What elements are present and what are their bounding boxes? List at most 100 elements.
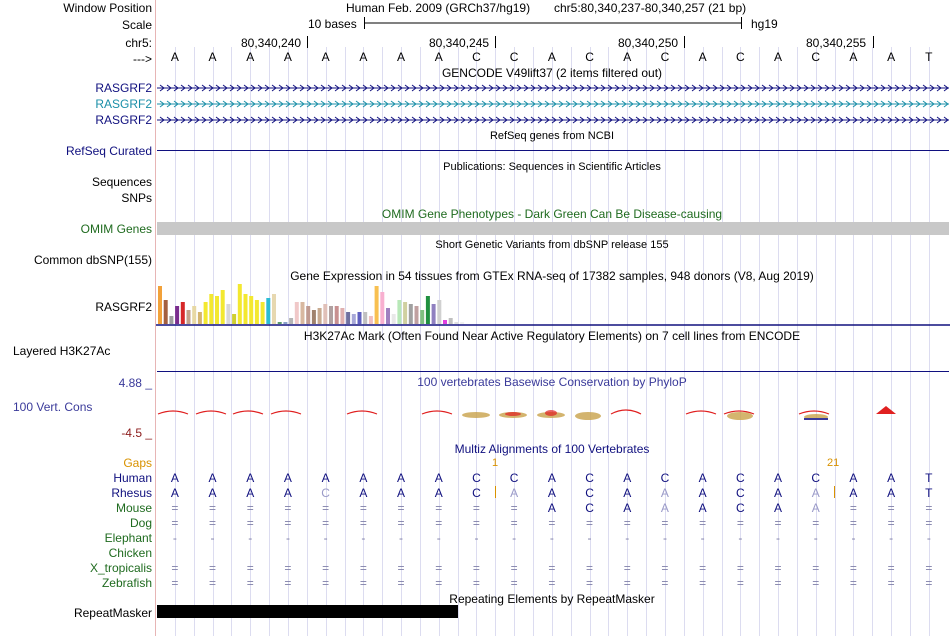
gtex-bar[interactable] xyxy=(323,304,328,324)
strand-arrow xyxy=(215,84,221,92)
gtex-bar[interactable] xyxy=(454,322,459,324)
gtex-bar[interactable] xyxy=(289,318,294,324)
multiz-title[interactable]: Multiz Alignments of 100 Vertebrates xyxy=(454,442,650,456)
gtex-bar[interactable] xyxy=(334,306,339,324)
gtex-bar[interactable] xyxy=(237,284,242,324)
gtex-bar[interactable] xyxy=(443,320,447,324)
gtex-bar[interactable] xyxy=(294,302,299,324)
gtex-bar[interactable] xyxy=(283,322,288,324)
gtex-bar[interactable] xyxy=(163,300,168,324)
refseq-gene-line[interactable] xyxy=(157,150,949,151)
gencode-item-label[interactable]: RASGRF2 xyxy=(95,113,152,127)
repeat-element-bar[interactable] xyxy=(157,605,458,618)
h3k27ac-label[interactable]: Layered H3K27Ac xyxy=(13,344,111,358)
gtex-bar[interactable] xyxy=(209,294,214,324)
cons-title[interactable]: 100 vertebrates Basewise Conservation by… xyxy=(417,375,687,389)
gtex-bar[interactable] xyxy=(226,304,231,324)
species-dog[interactable]: Dog xyxy=(129,516,152,530)
repeatmasker-title[interactable]: Repeating Elements by RepeatMasker xyxy=(449,592,655,606)
gtex-bar[interactable] xyxy=(346,312,351,324)
publications-title[interactable]: Publications: Sequences in Scientific Ar… xyxy=(443,161,661,173)
refseq-title[interactable]: RefSeq genes from NCBI xyxy=(489,130,615,142)
gencode-title[interactable]: GENCODE V49lift37 (2 items filtered out) xyxy=(441,66,663,80)
dbsnp-title[interactable]: Short Genetic Variants from dbSNP releas… xyxy=(435,239,669,251)
publications-label[interactable]: Sequences xyxy=(91,175,152,189)
species-elephant[interactable]: Elephant xyxy=(104,531,152,545)
gtex-bar[interactable] xyxy=(414,306,419,324)
strand-arrow xyxy=(901,100,907,108)
species-chicken[interactable]: Chicken xyxy=(108,546,152,560)
species-mouse[interactable]: Mouse xyxy=(115,501,152,515)
gtex-bar[interactable] xyxy=(311,310,316,324)
gtex-bar[interactable] xyxy=(260,302,265,324)
gtex-bar[interactable] xyxy=(306,306,311,324)
gtex-bar[interactable] xyxy=(317,308,322,324)
strand-arrow xyxy=(467,84,473,92)
strand-arrow xyxy=(838,100,844,108)
gtex-bar[interactable] xyxy=(420,310,425,324)
species-rhesus[interactable]: Rhesus xyxy=(111,486,152,500)
gencode-item-label[interactable]: RASGRF2 xyxy=(95,81,152,95)
species-zebrafish[interactable]: Zebrafish xyxy=(101,576,152,590)
cons-label[interactable]: 100 Vert. Cons xyxy=(13,400,93,414)
h3k27ac-title[interactable]: H3K27Ac Mark (Often Found Near Active Re… xyxy=(303,329,801,343)
gtex-bar[interactable] xyxy=(425,296,430,324)
species-xtropicalis[interactable]: X_tropicalis xyxy=(89,561,152,575)
strand-arrow xyxy=(250,116,256,124)
strand-arrow xyxy=(390,116,396,124)
gencode-item-label[interactable]: RASGRF2 xyxy=(95,97,152,111)
gtex-bar[interactable] xyxy=(386,308,390,324)
gtex-bar[interactable] xyxy=(254,300,259,324)
gtex-bar[interactable] xyxy=(368,316,373,324)
gencode-transcript[interactable] xyxy=(157,115,949,125)
gtex-bar[interactable] xyxy=(363,312,368,324)
gtex-bar[interactable] xyxy=(175,306,180,324)
gtex-bar[interactable] xyxy=(391,314,396,324)
gtex-bar[interactable] xyxy=(232,314,237,324)
gtex-bar[interactable] xyxy=(380,292,385,324)
gencode-transcript[interactable] xyxy=(157,83,949,93)
gtex-bar[interactable] xyxy=(357,312,362,324)
gtex-bar[interactable] xyxy=(266,298,271,324)
gtex-bar[interactable] xyxy=(203,302,208,324)
gtex-bar[interactable] xyxy=(220,290,225,324)
gtex-bar[interactable] xyxy=(215,296,219,324)
species-human[interactable]: Human xyxy=(113,471,152,485)
gtex-title[interactable]: Gene Expression in 54 tissues from GTEx … xyxy=(290,269,814,283)
gtex-bar[interactable] xyxy=(403,302,408,324)
conservation-logo[interactable] xyxy=(156,402,950,428)
gtex-bar[interactable] xyxy=(277,322,282,324)
omim-gene-bar[interactable] xyxy=(157,222,949,235)
gtex-bar[interactable] xyxy=(243,294,248,324)
gtex-bar[interactable] xyxy=(408,304,413,324)
xtropicalis-base: = xyxy=(887,561,895,575)
gtex-bar[interactable] xyxy=(437,300,442,324)
gtex-bar[interactable] xyxy=(249,296,254,324)
gtex-bar[interactable] xyxy=(197,312,202,324)
gtex-bar[interactable] xyxy=(186,310,191,324)
gtex-bar[interactable] xyxy=(448,318,453,324)
gtex-bar[interactable] xyxy=(374,286,379,324)
refseq-label[interactable]: RefSeq Curated xyxy=(65,144,152,158)
omim-title[interactable]: OMIM Gene Phenotypes - Dark Green Can Be… xyxy=(381,207,723,221)
gtex-bar[interactable] xyxy=(329,306,333,324)
gtex-bar[interactable] xyxy=(192,306,197,324)
repeatmasker-label[interactable]: RepeatMasker xyxy=(73,606,152,620)
gtex-bar[interactable] xyxy=(169,316,174,324)
gtex-bar[interactable] xyxy=(340,308,345,324)
gtex-bar[interactable] xyxy=(397,300,402,324)
dbsnp-label[interactable]: Common dbSNP(155) xyxy=(33,253,152,267)
gtex-bar[interactable] xyxy=(460,322,465,324)
omim-label[interactable]: OMIM Genes xyxy=(80,222,152,236)
gtex-expression-chart[interactable] xyxy=(156,280,950,326)
gtex-bar[interactable] xyxy=(431,304,436,324)
gtex-bar[interactable] xyxy=(180,302,185,324)
gtex-bar[interactable] xyxy=(351,314,356,324)
strand-arrow xyxy=(656,100,662,108)
gtex-bar[interactable] xyxy=(272,294,276,324)
gtex-bar[interactable] xyxy=(158,286,162,324)
gencode-transcript[interactable] xyxy=(157,99,949,109)
gtex-label[interactable]: RASGRF2 xyxy=(95,300,152,314)
snps-label[interactable]: SNPs xyxy=(121,191,152,205)
gtex-bar[interactable] xyxy=(300,302,305,324)
